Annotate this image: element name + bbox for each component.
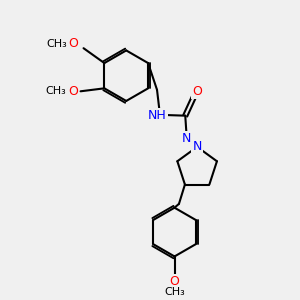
Text: O: O [68,85,78,98]
Text: N: N [193,140,202,153]
Text: CH₃: CH₃ [46,39,67,49]
Text: N: N [182,132,191,145]
Text: O: O [68,37,78,50]
Text: CH₃: CH₃ [45,86,66,96]
Text: O: O [192,85,202,98]
Text: NH: NH [148,109,166,122]
Text: O: O [169,275,179,288]
Text: CH₃: CH₃ [164,287,185,297]
